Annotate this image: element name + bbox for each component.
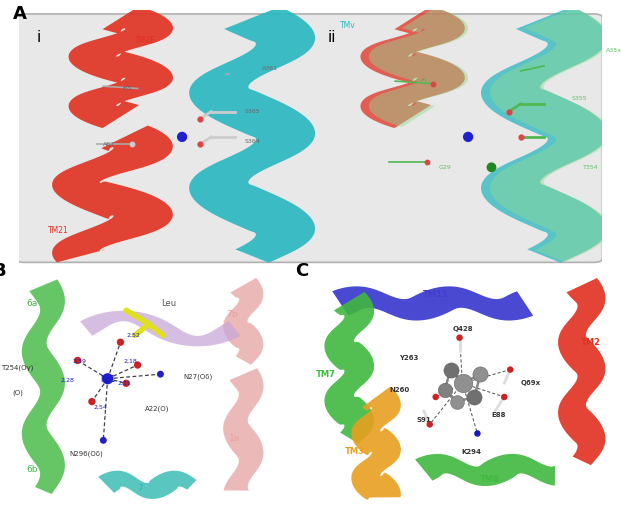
Text: i: i — [36, 30, 40, 46]
Polygon shape — [223, 368, 263, 491]
Polygon shape — [68, 6, 173, 128]
Text: S365: S365 — [244, 109, 260, 114]
Text: 2,52: 2,52 — [127, 333, 140, 338]
Text: (O): (O) — [12, 389, 23, 395]
Text: TM2E: TM2E — [135, 36, 156, 45]
Text: G29: G29 — [439, 165, 452, 170]
Polygon shape — [415, 454, 555, 486]
Text: TM7: TM7 — [315, 370, 335, 379]
Point — [428, 80, 438, 88]
Polygon shape — [558, 278, 605, 465]
Point — [476, 370, 486, 378]
Point — [486, 163, 496, 171]
Polygon shape — [223, 278, 263, 365]
Point — [136, 85, 146, 93]
Text: Na1: Na1 — [100, 375, 116, 384]
Point — [458, 379, 468, 387]
Polygon shape — [369, 8, 468, 127]
Text: N260: N260 — [390, 387, 410, 393]
Point — [440, 386, 450, 394]
Point — [127, 140, 137, 149]
Point — [455, 334, 465, 342]
Text: T254(Oγ): T254(Oγ) — [1, 364, 34, 371]
Text: 6b: 6b — [26, 465, 38, 475]
Point — [425, 420, 435, 428]
Point — [431, 393, 441, 401]
Text: Q428: Q428 — [452, 325, 473, 332]
Text: N27(Oδ): N27(Oδ) — [183, 373, 212, 380]
Polygon shape — [80, 311, 241, 346]
Text: TM11: TM11 — [423, 290, 448, 299]
Point — [451, 397, 461, 406]
Text: A22(O): A22(O) — [145, 405, 170, 412]
Point — [463, 133, 473, 141]
Point — [446, 366, 456, 374]
Text: A62: A62 — [103, 142, 115, 147]
Point — [155, 370, 165, 378]
Polygon shape — [490, 8, 610, 262]
Point — [469, 393, 479, 401]
Text: 7: 7 — [138, 484, 143, 493]
FancyBboxPatch shape — [16, 14, 602, 263]
Text: A: A — [13, 5, 27, 23]
Text: 7b: 7b — [226, 310, 238, 319]
Text: TMv: TMv — [340, 21, 355, 30]
Text: TM2: TM2 — [581, 338, 601, 347]
Text: TM8: TM8 — [479, 475, 499, 484]
Text: S355: S355 — [571, 96, 587, 101]
Point — [504, 107, 514, 116]
Polygon shape — [98, 470, 197, 499]
Point — [422, 158, 432, 166]
Point — [515, 133, 525, 141]
Point — [194, 115, 204, 123]
Text: TM21: TM21 — [48, 226, 68, 235]
Polygon shape — [22, 279, 65, 494]
Point — [499, 393, 509, 401]
Text: ii: ii — [328, 30, 337, 46]
Polygon shape — [52, 126, 173, 262]
Polygon shape — [351, 387, 401, 500]
Polygon shape — [360, 6, 465, 128]
Text: TM3: TM3 — [345, 447, 365, 456]
Point — [116, 338, 125, 346]
Point — [121, 379, 131, 387]
Text: S364: S364 — [244, 139, 260, 144]
Text: 2,28: 2,28 — [61, 377, 75, 382]
Polygon shape — [189, 7, 315, 263]
Point — [473, 429, 483, 438]
Text: K294: K294 — [461, 449, 481, 455]
Text: 2,18: 2,18 — [124, 359, 137, 364]
Text: Leu: Leu — [161, 299, 176, 308]
Point — [102, 375, 112, 383]
Point — [73, 356, 83, 365]
Text: N296(Oδ): N296(Oδ) — [70, 451, 103, 457]
Point — [505, 366, 515, 374]
Text: 1a: 1a — [229, 433, 240, 443]
Text: T354: T354 — [583, 165, 599, 170]
Text: Q69x: Q69x — [521, 380, 541, 386]
Polygon shape — [481, 7, 607, 263]
Text: 6a: 6a — [26, 299, 37, 308]
Text: A35x: A35x — [606, 48, 621, 53]
Text: I65: I65 — [123, 86, 132, 91]
Polygon shape — [332, 286, 533, 320]
Text: C: C — [296, 263, 309, 280]
Text: E88: E88 — [491, 412, 505, 418]
Point — [177, 133, 187, 141]
Point — [194, 140, 204, 149]
Text: S91: S91 — [417, 417, 431, 423]
Polygon shape — [324, 292, 374, 444]
Text: V23: V23 — [415, 79, 428, 84]
Text: B: B — [0, 263, 6, 280]
Text: 2,11: 2,11 — [118, 381, 132, 386]
Point — [133, 361, 143, 369]
Point — [98, 436, 108, 444]
Text: 2,54: 2,54 — [94, 405, 107, 410]
Point — [87, 397, 97, 406]
Text: A361: A361 — [261, 66, 278, 71]
Text: 2,39: 2,39 — [72, 359, 86, 364]
Text: Y263: Y263 — [399, 355, 419, 361]
